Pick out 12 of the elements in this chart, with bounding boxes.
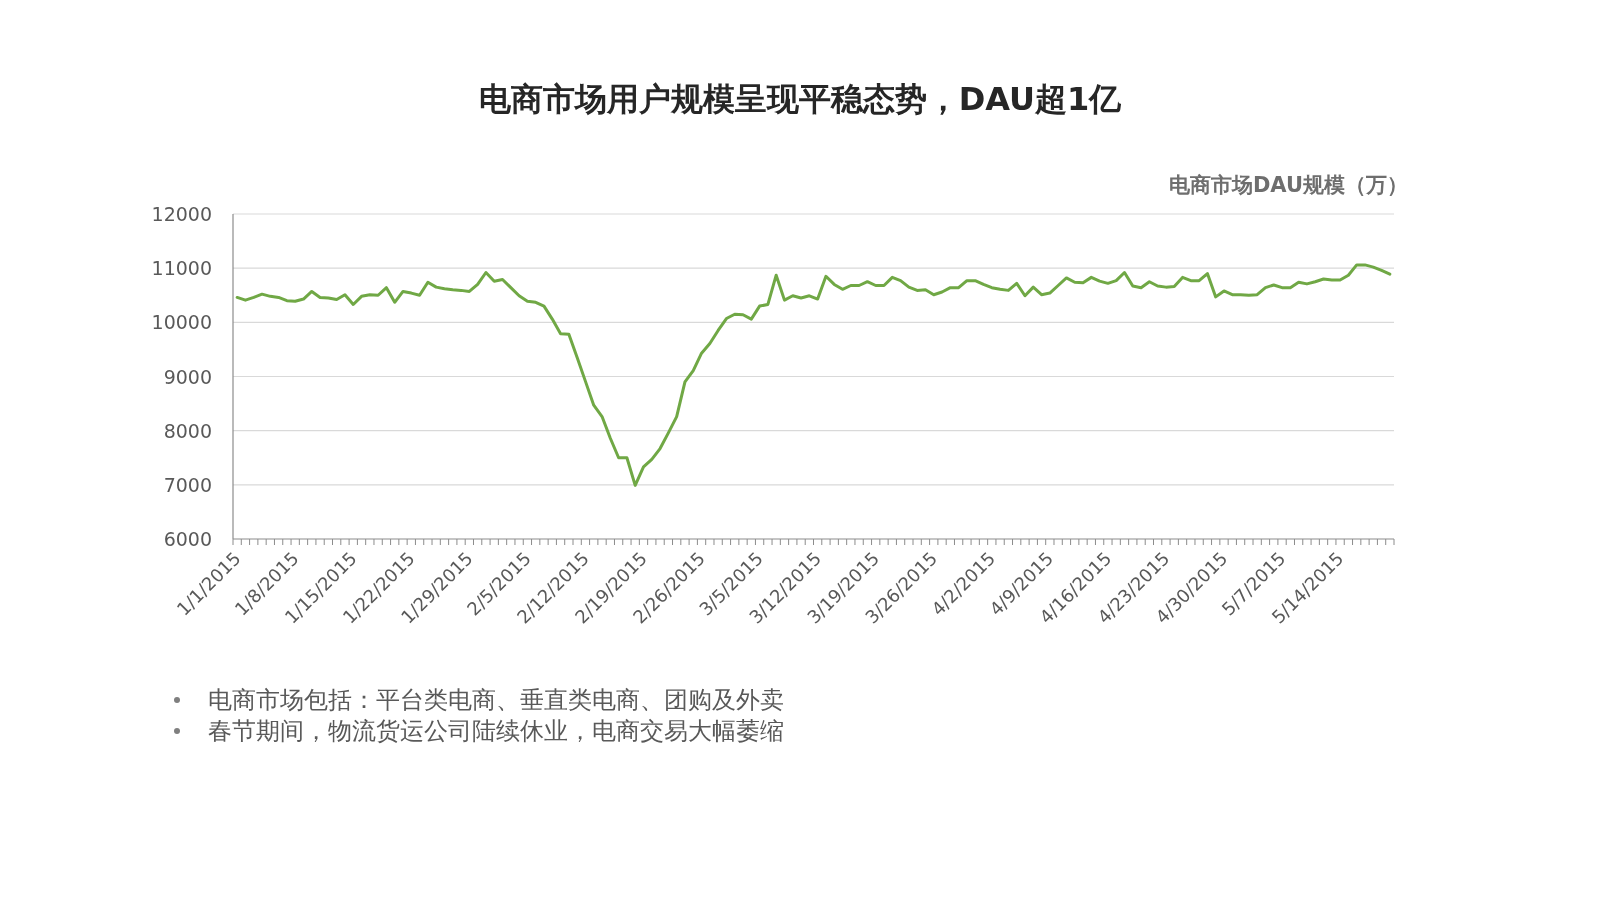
chart-title: 电商市场用户规模呈现平稳态势，DAU超1亿: [478, 80, 1123, 118]
y-tick-label: 12000: [151, 203, 212, 225]
y-tick-label: 10000: [151, 311, 212, 334]
line-series: [235, 263, 1392, 487]
y-tick-label: 8000: [163, 419, 212, 442]
text: 春节期间，物流货运公司陆续休业，电商交易大幅萎缩: [208, 717, 784, 745]
y-tick-label: 11000: [151, 257, 212, 280]
y-tick-label: 6000: [163, 528, 212, 550]
y-tick-label: 9000: [163, 365, 212, 388]
y-tick-label: 7000: [163, 473, 212, 496]
text: 电商市场包括：平台类电商、垂直类电商、团购及外卖: [208, 686, 784, 714]
y-axis-title: 电商市场DAU规模（万）: [1168, 173, 1408, 197]
